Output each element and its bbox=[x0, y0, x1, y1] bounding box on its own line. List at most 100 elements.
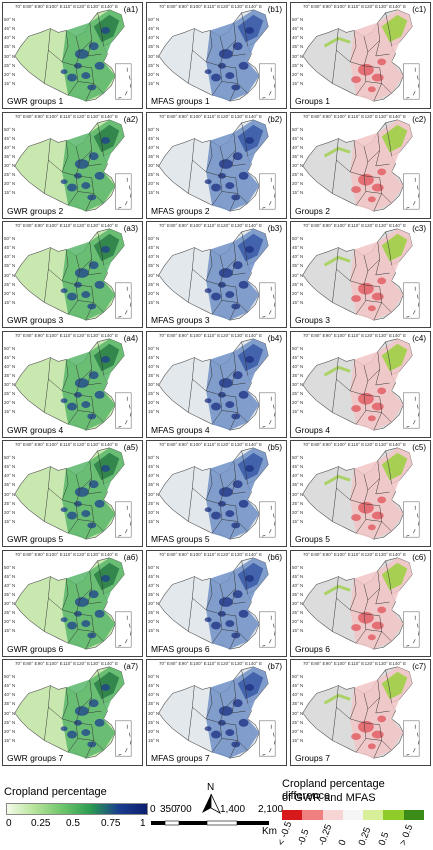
latitude-tick: 50° N bbox=[292, 674, 304, 679]
cropland-legend-title: Cropland percentage bbox=[4, 786, 107, 798]
latitude-tick: 25° N bbox=[4, 281, 16, 287]
latitude-ticks: 50° N 45° N 40° N 35° N 30° N 25° N 20° N 15° N bbox=[4, 17, 15, 86]
latitude-tick: 35° N bbox=[4, 153, 16, 159]
difference-legend-tick: 0 bbox=[336, 838, 349, 847]
difference-legend-tick: 0.25 bbox=[356, 825, 374, 847]
longitude-tick: 80° E bbox=[170, 551, 182, 557]
latitude-tick: 25° N bbox=[292, 610, 304, 616]
longitude-tick: 80° E bbox=[26, 551, 38, 557]
longitude-tick: 140° E bbox=[392, 551, 406, 557]
longitude-tick: 90° E bbox=[325, 332, 337, 338]
longitude-tick: 110° E bbox=[63, 113, 77, 119]
panel-id: (b6) bbox=[266, 552, 283, 562]
latitude-tick: 50° N bbox=[292, 345, 304, 351]
panel-label: MFAS groups 4 bbox=[150, 424, 211, 435]
longitude-tick: 90° E bbox=[37, 442, 49, 447]
latitude-tick: 20° N bbox=[148, 728, 160, 734]
longitude-tick: 120° E bbox=[364, 661, 379, 666]
latitude-tick: 25° N bbox=[148, 719, 160, 725]
longitude-tick: 110° E bbox=[351, 332, 365, 338]
diff-legend-title-2: of GWR and MFAS bbox=[282, 792, 376, 804]
latitude-tick: 45° N bbox=[292, 683, 304, 689]
longitude-tick: 100° E bbox=[193, 223, 207, 228]
latitude-tick: 30° N bbox=[4, 53, 16, 59]
panel-id: (a5) bbox=[122, 443, 139, 452]
cropland-legend-tick: 1 bbox=[140, 818, 146, 829]
longitude-tick: 90° E bbox=[325, 442, 337, 447]
longitude-tick: 140° E bbox=[248, 113, 262, 119]
panel-label: MFAS groups 5 bbox=[150, 534, 211, 544]
latitude-tick: 15° N bbox=[292, 190, 304, 196]
longitude-tick: 120° E bbox=[220, 661, 235, 666]
longitude-tick: 130° E bbox=[234, 442, 249, 447]
latitude-tick: 50° N bbox=[148, 564, 160, 570]
longitude-tick: 80° E bbox=[314, 113, 326, 119]
panel-label: Groups 2 bbox=[294, 205, 331, 216]
panel-label: MFAS groups 3 bbox=[150, 315, 211, 325]
longitude-tick: 70° E bbox=[159, 223, 171, 228]
latitude-ticks: 50° N 45° N 40° N 35° N 30° N 25° N 20° N 15° N bbox=[292, 17, 303, 86]
difference-legend-tick: < -0.5 bbox=[275, 820, 295, 847]
latitude-tick: 40° N bbox=[148, 582, 160, 588]
longitude-tick: 130° E bbox=[234, 113, 249, 119]
longitude-tick: 130° E bbox=[90, 113, 105, 119]
latitude-tick: 25° N bbox=[4, 500, 16, 506]
longitude-tick: 130° E bbox=[378, 442, 393, 447]
scale-label: 700 bbox=[175, 804, 192, 815]
longitude-tick: 140° E bbox=[392, 332, 406, 338]
scale-label: 2,100 bbox=[258, 804, 284, 815]
latitude-tick: 50° N bbox=[292, 564, 304, 570]
latitude-tick: 35° N bbox=[4, 372, 16, 378]
longitude-tick: 110° E bbox=[63, 332, 77, 338]
longitude-tick: 80° E bbox=[26, 442, 38, 447]
longitude-tick: 80° E bbox=[26, 113, 38, 119]
latitude-tick: 35° N bbox=[148, 591, 160, 597]
panel-id: (b2) bbox=[266, 114, 283, 124]
longitude-tick: 140° E bbox=[248, 332, 262, 338]
panel-id: (c7) bbox=[411, 662, 427, 671]
longitude-tick: 80° E bbox=[314, 4, 326, 9]
latitude-tick: 30° N bbox=[148, 163, 160, 169]
latitude-tick: 45° N bbox=[4, 26, 16, 32]
latitude-tick: 45° N bbox=[4, 683, 16, 689]
longitude-tick: 90° E bbox=[325, 4, 337, 9]
latitude-tick: 30° N bbox=[4, 491, 16, 497]
panel-label: MFAS groups 2 bbox=[150, 205, 211, 216]
latitude-tick: 30° N bbox=[4, 163, 16, 169]
panel-id: (c2) bbox=[411, 114, 427, 124]
longitude-tick: 70° E bbox=[159, 661, 171, 666]
latitude-tick: 20° N bbox=[292, 181, 304, 187]
latitude-tick: 15° N bbox=[4, 737, 16, 743]
latitude-tick: 20° N bbox=[148, 71, 160, 77]
latitude-tick: 50° N bbox=[4, 564, 16, 570]
longitude-tick: 120° E bbox=[220, 551, 235, 557]
panel-id: (a2) bbox=[122, 114, 139, 124]
latitude-tick: 40° N bbox=[4, 473, 16, 479]
latitude-tick: 25° N bbox=[148, 610, 160, 616]
panel-label: Groups 7 bbox=[294, 753, 331, 763]
longitude-tick: 100° E bbox=[49, 332, 63, 338]
latitude-tick: 30° N bbox=[4, 601, 16, 607]
latitude-tick: 25° N bbox=[4, 62, 16, 68]
latitude-tick: 30° N bbox=[292, 491, 304, 497]
latitude-tick: 40° N bbox=[292, 363, 304, 369]
latitude-tick: 25° N bbox=[292, 62, 304, 68]
panel-id: (c5) bbox=[411, 443, 427, 452]
latitude-tick: 20° N bbox=[292, 619, 304, 625]
longitude-tick: 120° E bbox=[76, 661, 91, 666]
longitude-tick: 90° E bbox=[37, 551, 49, 557]
longitude-tick: 100° E bbox=[49, 661, 63, 666]
longitude-tick: 80° E bbox=[314, 551, 326, 557]
latitude-tick: 20° N bbox=[148, 400, 160, 406]
latitude-tick: 35° N bbox=[148, 701, 160, 707]
latitude-tick: 45° N bbox=[148, 464, 160, 470]
